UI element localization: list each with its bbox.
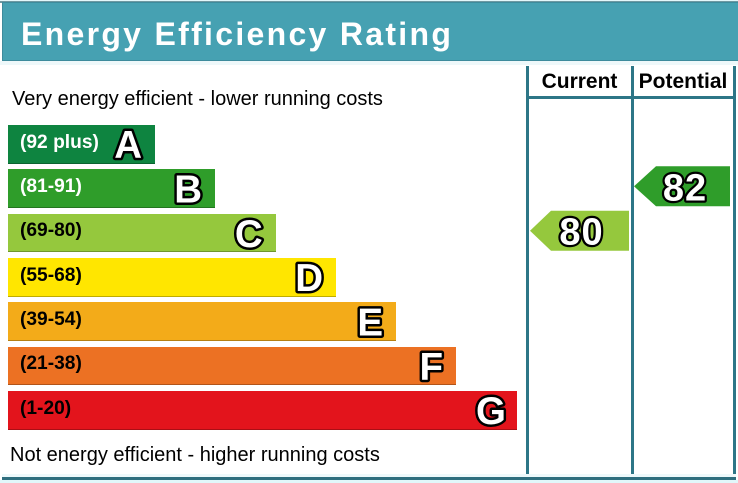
svg-text:A: A xyxy=(114,124,142,167)
svg-text:82: 82 xyxy=(663,167,707,209)
svg-text:C: C xyxy=(235,213,263,256)
svg-text:G: G xyxy=(476,390,506,433)
svg-text:80: 80 xyxy=(559,212,603,254)
svg-text:D: D xyxy=(295,257,323,300)
svg-text:E: E xyxy=(357,302,383,345)
svg-text:B: B xyxy=(174,169,202,212)
svg-text:F: F xyxy=(419,346,443,389)
